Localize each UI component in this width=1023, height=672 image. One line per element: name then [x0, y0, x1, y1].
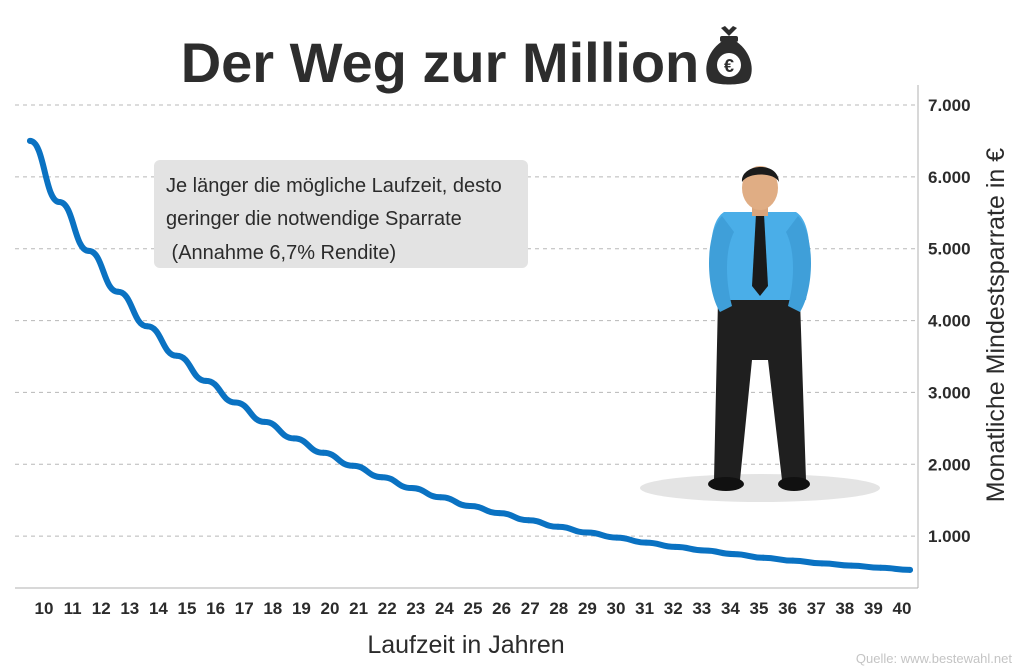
x-tick-label: 29	[578, 599, 597, 618]
data-point	[349, 462, 356, 469]
data-point	[701, 547, 708, 554]
data-point	[643, 539, 649, 546]
data-point	[261, 418, 268, 425]
y-tick-label: 2.000	[928, 455, 971, 474]
x-tick-label: 30	[607, 599, 626, 618]
y-tick-label: 3.000	[928, 383, 971, 402]
x-tick-label: 19	[292, 599, 311, 618]
annotation-line-1: Je länger die mögliche Laufzeit, desto	[166, 175, 502, 197]
x-tick-label: 38	[835, 599, 854, 618]
x-tick-label: 24	[435, 599, 454, 618]
x-tick-label: 27	[521, 599, 540, 618]
data-point	[877, 564, 884, 571]
data-point	[907, 566, 913, 573]
data-point	[379, 474, 385, 481]
data-point	[819, 560, 825, 567]
data-points	[27, 137, 913, 573]
euro-symbol: €	[724, 56, 734, 76]
y-tick-labels: 1.000 2.000 3.000 4.000 5.000 6.000 7.000	[928, 96, 971, 546]
x-tick-label: 33	[692, 599, 711, 618]
x-tick-label: 15	[178, 599, 197, 618]
x-tick-label: 22	[378, 599, 397, 618]
x-tick-label: 34	[721, 599, 740, 618]
data-point	[789, 557, 796, 564]
x-tick-label: 17	[235, 599, 254, 618]
x-tick-label: 18	[263, 599, 282, 618]
x-tick-label: 16	[206, 599, 225, 618]
x-tick-label: 23	[406, 599, 425, 618]
data-point	[525, 517, 532, 524]
x-tick-label: 14	[149, 599, 168, 618]
data-point	[496, 510, 503, 517]
data-point	[291, 435, 297, 442]
data-point	[848, 562, 855, 569]
source-note: Quelle: www.bestewahl.net	[856, 651, 1012, 666]
x-axis-label: Laufzeit in Jahren	[367, 631, 564, 659]
y-tick-label: 1.000	[928, 527, 971, 546]
x-tick-label: 21	[349, 599, 368, 618]
data-point	[115, 288, 121, 295]
data-point	[27, 137, 33, 144]
x-tick-label: 31	[635, 599, 654, 618]
data-point	[467, 503, 473, 509]
x-tick-label: 37	[807, 599, 826, 618]
x-tick-label: 28	[549, 599, 568, 618]
data-point	[437, 494, 444, 501]
data-point	[144, 323, 151, 330]
data-point	[672, 543, 679, 550]
data-point	[584, 529, 591, 536]
x-tick-label: 12	[92, 599, 111, 618]
y-tick-label: 5.000	[928, 240, 971, 259]
data-point	[731, 551, 737, 558]
y-tick-label: 6.000	[928, 168, 971, 187]
annotation-box: Je länger die mögliche Laufzeit, desto g…	[154, 160, 528, 268]
data-point	[203, 377, 209, 384]
annotation-line-2: geringer die notwendige Sparrate	[166, 208, 462, 230]
annotation-line-3: (Annahme 6,7% Rendite)	[166, 242, 396, 264]
chart-title: Der Weg zur Million	[181, 31, 700, 94]
data-point	[85, 247, 92, 254]
x-tick-label: 25	[464, 599, 483, 618]
x-tick-label: 13	[120, 599, 139, 618]
businessman-illustration	[640, 166, 880, 502]
x-tick-label: 40	[893, 599, 912, 618]
data-point	[56, 199, 63, 205]
y-tick-label: 7.000	[928, 96, 971, 115]
x-tick-label: 10	[35, 599, 54, 618]
data-point	[320, 449, 327, 456]
data-point	[232, 399, 239, 406]
x-tick-label: 11	[64, 599, 82, 618]
x-tick-label: 36	[778, 599, 797, 618]
money-bag-euro-icon: €	[706, 26, 752, 85]
x-tick-label: 20	[321, 599, 340, 618]
x-tick-label: 32	[664, 599, 683, 618]
x-tick-label: 35	[750, 599, 769, 618]
data-point	[555, 523, 561, 530]
data-point	[760, 554, 767, 561]
data-point	[173, 352, 180, 359]
y-tick-label: 4.000	[928, 312, 971, 331]
x-tick-label: 26	[492, 599, 511, 618]
data-point	[408, 485, 415, 491]
x-tick-label: 39	[864, 599, 883, 618]
y-axis-label: Monatliche Mindestsparrate in €	[982, 148, 1010, 502]
x-tick-labels: 10 11 12 13 14 15 16 17 18 19 20 21 22 23 24 25 26 27 28 29…	[35, 599, 912, 618]
data-point	[613, 534, 620, 541]
